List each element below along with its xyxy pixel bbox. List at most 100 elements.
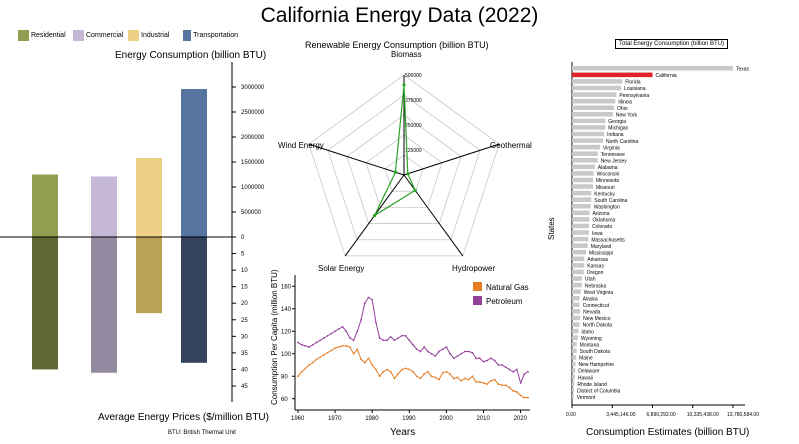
line-point bbox=[423, 373, 426, 375]
state-bar-maine bbox=[572, 355, 577, 360]
line-point bbox=[367, 357, 370, 360]
line-point bbox=[504, 384, 507, 387]
line-point bbox=[490, 357, 492, 360]
line-point bbox=[430, 375, 433, 378]
line-point bbox=[478, 357, 481, 360]
radar-spoke bbox=[403, 174, 464, 257]
legend-item-industrial: Industrial bbox=[128, 30, 183, 41]
line-point bbox=[371, 364, 374, 366]
bar-consumption-industrial bbox=[136, 158, 162, 237]
line-x-tick-label: 1960 bbox=[291, 416, 305, 422]
line-point bbox=[449, 373, 451, 375]
line-point bbox=[297, 375, 299, 378]
state-label: Utah bbox=[585, 277, 596, 283]
line-point bbox=[460, 379, 463, 382]
line-point bbox=[397, 373, 400, 375]
state-bar-arkansas bbox=[572, 256, 585, 262]
state-bar-florida bbox=[572, 79, 623, 84]
states-x-tick-label: 0.00 bbox=[566, 412, 576, 418]
line-point bbox=[337, 328, 340, 330]
state-label: Oregon bbox=[587, 270, 604, 276]
line-point bbox=[527, 396, 529, 399]
line-point bbox=[400, 368, 403, 371]
line-point bbox=[452, 357, 455, 360]
states-x-tick-label: 6,890,292.00 bbox=[647, 412, 676, 418]
line-point bbox=[430, 352, 433, 355]
legend-swatch-commercial bbox=[73, 30, 84, 41]
line-point bbox=[523, 373, 526, 375]
state-bar-virginia bbox=[572, 144, 601, 150]
line-point bbox=[467, 378, 470, 381]
radar-ring-label: 125000 bbox=[405, 148, 422, 154]
line-point bbox=[515, 368, 518, 371]
state-bar-louisiana bbox=[572, 85, 622, 91]
line-point bbox=[508, 386, 511, 389]
y-tick-label: 35 bbox=[241, 351, 248, 357]
states-x-tick-label: 10,335,438.00 bbox=[687, 412, 719, 418]
state-label: Ohio bbox=[617, 106, 628, 112]
legend-swatch-residential bbox=[18, 30, 29, 41]
state-label: Wyoming bbox=[581, 336, 602, 342]
legend-swatch-industrial bbox=[128, 30, 139, 41]
state-label: Pennsylvania bbox=[619, 93, 649, 99]
line-point bbox=[319, 339, 322, 342]
states-xlabel: Consumption Estimates (billion BTU) bbox=[586, 427, 750, 438]
state-label: Texas bbox=[736, 67, 750, 73]
y-tick-label: 2500000 bbox=[241, 110, 265, 116]
state-label: Missouri bbox=[596, 185, 615, 191]
state-label: New York bbox=[616, 112, 638, 118]
line-point bbox=[486, 359, 489, 362]
radar-ring-label: 500000 bbox=[405, 73, 422, 79]
state-bar-indiana bbox=[572, 131, 605, 137]
footnote: BTU: British Thermal Unit bbox=[168, 430, 236, 436]
state-label: South Carolina bbox=[594, 198, 627, 204]
y-tick-label: 45 bbox=[241, 384, 248, 390]
y-tick-label: 1000000 bbox=[241, 185, 265, 191]
line-point bbox=[519, 394, 522, 397]
radar-spoke bbox=[403, 143, 500, 176]
radar-axis-label-wind-energy: Wind Energy bbox=[278, 141, 324, 150]
state-bar-wisconsin bbox=[572, 171, 594, 176]
line-xlabel: Years bbox=[390, 427, 416, 438]
line-point bbox=[460, 352, 463, 355]
line-point bbox=[375, 321, 377, 324]
line-point bbox=[371, 298, 374, 301]
state-bar-kansas bbox=[572, 263, 585, 268]
line-point bbox=[349, 346, 351, 348]
radar-ring bbox=[365, 134, 443, 208]
bar-consumption-transportation bbox=[181, 89, 207, 237]
state-label: Hawaii bbox=[578, 375, 593, 381]
state-label: Michigan bbox=[608, 126, 628, 132]
state-bar-new-york bbox=[572, 111, 613, 117]
line-point bbox=[497, 364, 500, 366]
state-label: California bbox=[656, 73, 677, 79]
state-label: South Dakota bbox=[580, 349, 611, 355]
line-point bbox=[438, 350, 440, 353]
states-x-tick-label: 3,445,146.00 bbox=[606, 412, 635, 418]
y-tick-label: 25 bbox=[241, 318, 248, 324]
state-label: Maryland bbox=[591, 244, 612, 250]
state-bar-nebraska bbox=[572, 282, 582, 288]
line-point bbox=[419, 350, 422, 353]
line-point bbox=[330, 349, 333, 352]
line-point bbox=[345, 344, 348, 347]
state-bar-oregon bbox=[572, 269, 584, 275]
line-point bbox=[512, 389, 515, 392]
line-series-petroleum bbox=[297, 296, 529, 385]
line-point bbox=[467, 350, 470, 353]
state-label: Louisiana bbox=[624, 86, 646, 92]
state-label: Kansas bbox=[587, 264, 604, 270]
line-point bbox=[360, 358, 362, 361]
state-bar-mississippi bbox=[572, 249, 587, 255]
state-label: Washington bbox=[594, 204, 620, 210]
state-label: Delaware bbox=[578, 369, 599, 375]
state-label: Arizona bbox=[593, 211, 610, 217]
line-point bbox=[512, 370, 515, 373]
line-x-tick-label: 1970 bbox=[328, 416, 342, 422]
line-point bbox=[393, 339, 396, 342]
state-bar-nevada bbox=[572, 309, 581, 314]
line-point bbox=[304, 367, 307, 370]
state-label: District of Columbia bbox=[577, 388, 621, 394]
line-x-tick-label: 2010 bbox=[476, 416, 490, 422]
line-point bbox=[486, 383, 489, 386]
